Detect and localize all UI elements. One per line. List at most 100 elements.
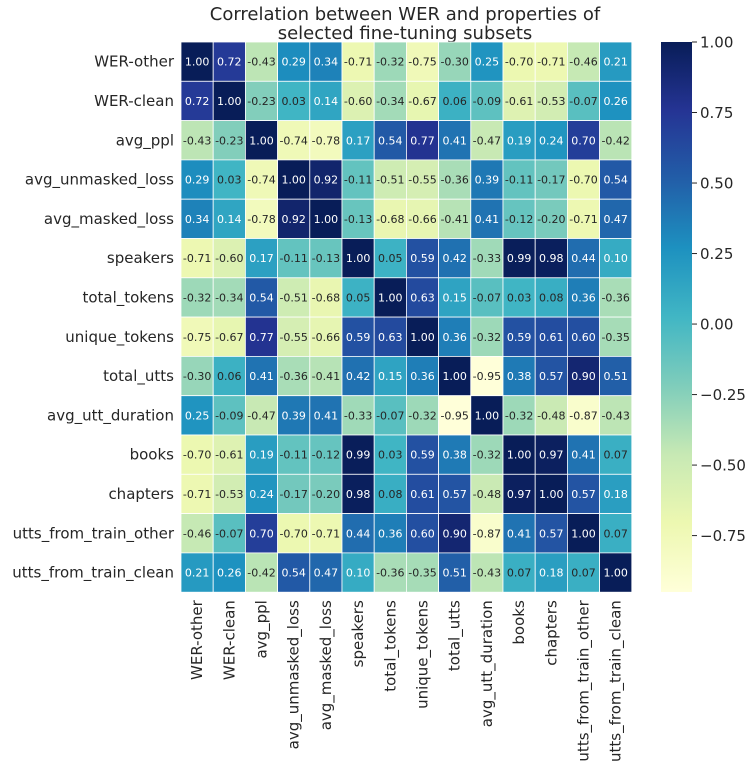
cell-value-label: 0.72 xyxy=(217,56,242,69)
cell-value-label: -0.17 xyxy=(279,488,307,501)
y-tick-label: avg_unmasked_loss xyxy=(25,171,174,190)
cell-value-label: 0.59 xyxy=(410,449,435,462)
cell-value-label: 0.21 xyxy=(603,56,628,69)
heatmap-cell xyxy=(534,552,568,593)
cell-value-label: 0.03 xyxy=(217,174,242,187)
heatmap-cell xyxy=(405,473,439,514)
heatmap-cell xyxy=(470,316,504,357)
cell-value-label: 0.57 xyxy=(539,527,564,540)
heatmap-cell xyxy=(341,316,375,357)
heatmap-cell xyxy=(277,238,311,279)
heatmap-cell xyxy=(599,434,633,475)
heatmap-cell xyxy=(567,513,601,554)
cell-value-label: -0.75 xyxy=(408,56,436,69)
cell-value-label: -0.70 xyxy=(279,527,307,540)
cell-value-label: 0.19 xyxy=(249,449,274,462)
cell-value-label: -0.13 xyxy=(312,252,340,265)
cell-value-label: 0.36 xyxy=(442,331,467,344)
x-tick-label: speakers xyxy=(349,600,367,667)
heatmap-cell xyxy=(180,159,214,200)
cell-value-label: 0.57 xyxy=(539,370,564,383)
cell-value-label: -0.46 xyxy=(569,56,597,69)
y-tick-label: utts_from_train_other xyxy=(13,524,175,543)
cell-value-label: 0.38 xyxy=(442,449,467,462)
cell-value-label: 0.99 xyxy=(507,252,532,265)
heatmap-cell xyxy=(212,316,246,357)
chart-title-line-1: Correlation between WER and properties o… xyxy=(210,4,601,25)
cell-value-label: -0.32 xyxy=(408,409,436,422)
cell-value-label: -0.67 xyxy=(408,95,436,108)
y-axis-tick-labels: WER-other WER-clean avg_ppl avg_unmasked_lo… xyxy=(12,53,175,583)
cell-value-label: 1.00 xyxy=(281,174,306,187)
heatmap-cell xyxy=(341,159,375,200)
heatmap-cell xyxy=(438,552,472,593)
cell-value-label: 1.00 xyxy=(249,134,274,147)
cell-value-label: -0.47 xyxy=(247,409,275,422)
cell-value-label: 1.00 xyxy=(185,56,210,69)
cell-value-label: 0.59 xyxy=(410,252,435,265)
x-tick-label: chapters xyxy=(542,600,560,666)
cell-value-label: 0.51 xyxy=(603,370,628,383)
cell-value-label: 0.14 xyxy=(314,95,339,108)
heatmap-cell xyxy=(534,355,568,397)
y-tick-label: total_utts xyxy=(103,367,174,386)
cell-value-label: 0.05 xyxy=(346,291,371,304)
cell-value-label: 1.00 xyxy=(507,449,532,462)
cell-value-label: -0.75 xyxy=(183,331,211,344)
cell-value-label: -0.60 xyxy=(344,95,372,108)
cell-value-label: -0.61 xyxy=(505,95,533,108)
cell-value-label: 1.00 xyxy=(217,95,242,108)
heatmap-cell xyxy=(470,198,504,239)
cell-value-label: 0.08 xyxy=(378,488,403,501)
cell-value-label: 0.47 xyxy=(603,213,628,226)
cell-value-label: -0.42 xyxy=(247,567,275,580)
heatmap-cell xyxy=(341,552,375,593)
cell-value-label: 0.29 xyxy=(281,56,306,69)
cell-value-label: -0.74 xyxy=(247,174,275,187)
cell-value-label: 0.41 xyxy=(442,134,467,147)
cell-value-label: 0.15 xyxy=(442,291,467,304)
cell-value-label: -0.66 xyxy=(408,213,436,226)
cell-value-label: 0.41 xyxy=(475,213,500,226)
heatmap-cell xyxy=(438,395,472,436)
cell-value-label: -0.53 xyxy=(537,95,565,108)
heatmap-cell xyxy=(180,41,214,82)
heatmap-cell xyxy=(277,316,311,357)
cell-value-label: 0.03 xyxy=(281,95,306,108)
heatmap-cell xyxy=(438,159,472,200)
heatmap-cell xyxy=(534,238,568,279)
cell-value-label: 0.61 xyxy=(539,331,564,344)
heatmap-cell xyxy=(244,80,278,122)
cell-value-label: 0.60 xyxy=(571,331,596,344)
cell-value-label: 0.17 xyxy=(346,134,371,147)
heatmap-cell xyxy=(373,473,407,514)
cell-value-label: 0.98 xyxy=(346,488,371,501)
heatmap-cell xyxy=(599,277,633,318)
cell-value-label: 0.92 xyxy=(281,213,306,226)
heatmap-cell xyxy=(438,238,472,279)
cell-value-label: 0.92 xyxy=(314,174,339,187)
heatmap-cell xyxy=(502,120,536,161)
cell-value-label: 0.07 xyxy=(603,527,628,540)
cell-value-label: 0.07 xyxy=(603,449,628,462)
cell-value-label: -0.11 xyxy=(505,174,533,187)
cell-value-label: -0.70 xyxy=(183,449,211,462)
cell-value-label: -0.41 xyxy=(440,213,468,226)
cell-value-label: -0.42 xyxy=(601,134,629,147)
heatmap-cell xyxy=(277,552,311,593)
cell-value-label: -0.53 xyxy=(215,488,243,501)
cell-value-label: 0.10 xyxy=(346,567,371,580)
cell-value-label: 0.54 xyxy=(378,134,403,147)
heatmap-cell xyxy=(244,277,278,318)
heatmap-cell xyxy=(599,355,633,397)
colorbar: 1.00 0.75 0.50 0.25 0.00 −0.25 −0.50 −0.75 xyxy=(661,34,746,592)
heatmap-cell xyxy=(309,277,343,318)
heatmap-cell xyxy=(599,552,633,593)
cell-value-label: -0.41 xyxy=(312,370,340,383)
heatmap-cell xyxy=(534,434,568,475)
cell-value-label: 1.00 xyxy=(442,370,467,383)
heatmap-cell xyxy=(405,395,439,436)
cell-value-label: -0.07 xyxy=(215,527,243,540)
heatmap-cell xyxy=(502,513,536,554)
cell-value-label: -0.32 xyxy=(473,331,501,344)
